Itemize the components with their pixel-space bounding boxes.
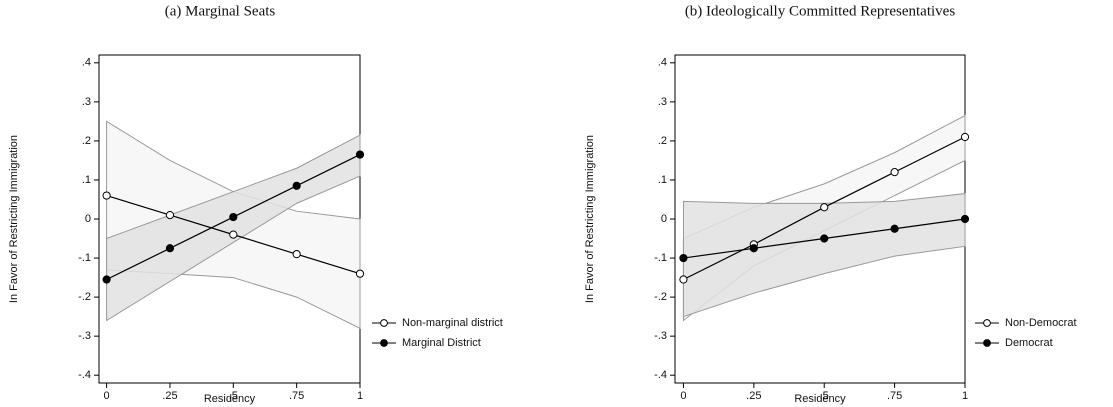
y-tick-label: -.2 bbox=[654, 291, 667, 303]
x-tick-label: .25 bbox=[162, 390, 177, 402]
data-point bbox=[960, 214, 970, 224]
legend-label: Democrat bbox=[1005, 337, 1053, 349]
legend-label: Non-marginal district bbox=[402, 317, 503, 329]
data-point bbox=[960, 132, 970, 142]
data-point bbox=[102, 275, 111, 284]
y-tick-label: -.4 bbox=[78, 369, 91, 381]
data-point bbox=[679, 275, 688, 284]
y-tick-label: -.1 bbox=[654, 252, 667, 264]
x-tick-label: 1 bbox=[962, 390, 968, 402]
chart-title: (a) Marginal Seats bbox=[165, 3, 276, 19]
data-point bbox=[229, 212, 238, 222]
legend-label: Marginal District bbox=[402, 337, 481, 349]
legend-marker bbox=[983, 319, 991, 327]
y-tick-label: .2 bbox=[658, 135, 667, 147]
y-tick-label: .4 bbox=[82, 57, 91, 69]
data-point bbox=[292, 181, 301, 190]
y-axis-label: In Favor of Restricting Immigration bbox=[584, 135, 596, 303]
data-point bbox=[820, 234, 829, 243]
legend-marker bbox=[380, 319, 388, 327]
data-point bbox=[890, 168, 899, 177]
y-axis-label: In Favor of Restricting Immigration bbox=[8, 135, 20, 303]
y-tick-label: -.4 bbox=[654, 369, 667, 381]
confidence-band bbox=[106, 134, 361, 322]
x-axis-label: Residency bbox=[204, 393, 256, 405]
x-tick-label: .75 bbox=[887, 390, 902, 402]
legend-marker bbox=[380, 339, 388, 347]
legend-marker bbox=[983, 339, 991, 347]
data-point bbox=[355, 150, 365, 159]
data-point bbox=[749, 244, 758, 253]
chart-title: (b) Ideologically Committed Representati… bbox=[685, 3, 956, 19]
y-tick-label: -.1 bbox=[78, 252, 91, 264]
legend-label: Non-Democrat bbox=[1005, 317, 1077, 329]
y-tick-label: -.2 bbox=[78, 291, 91, 303]
data-point bbox=[679, 253, 688, 263]
x-tick-label: .5 bbox=[820, 390, 829, 402]
y-tick-label: .1 bbox=[658, 174, 667, 186]
y-tick-label: .1 bbox=[82, 174, 91, 186]
data-point bbox=[229, 230, 238, 239]
y-tick-label: .4 bbox=[658, 57, 667, 69]
x-tick-label: 0 bbox=[104, 390, 110, 402]
x-tick-label: 1 bbox=[357, 390, 363, 402]
y-tick-label: -.3 bbox=[654, 330, 667, 342]
y-tick-label: 0 bbox=[85, 213, 91, 225]
x-axis-label: Residency bbox=[794, 393, 846, 405]
x-tick-label: .5 bbox=[229, 390, 238, 402]
data-point bbox=[820, 203, 829, 212]
x-tick-label: 0 bbox=[680, 390, 686, 402]
y-tick-label: .2 bbox=[82, 135, 91, 147]
data-point bbox=[890, 224, 899, 233]
y-tick-label: .3 bbox=[82, 96, 91, 108]
y-tick-label: -.3 bbox=[78, 330, 91, 342]
confidence-band bbox=[682, 193, 966, 318]
data-point bbox=[165, 244, 175, 253]
x-tick-label: .25 bbox=[746, 390, 761, 402]
data-point bbox=[355, 269, 365, 278]
data-point bbox=[102, 191, 111, 200]
y-tick-label: 0 bbox=[661, 213, 667, 225]
y-tick-label: .3 bbox=[658, 96, 667, 108]
data-point bbox=[292, 250, 301, 259]
data-point bbox=[165, 210, 175, 220]
x-tick-label: .75 bbox=[289, 390, 304, 402]
